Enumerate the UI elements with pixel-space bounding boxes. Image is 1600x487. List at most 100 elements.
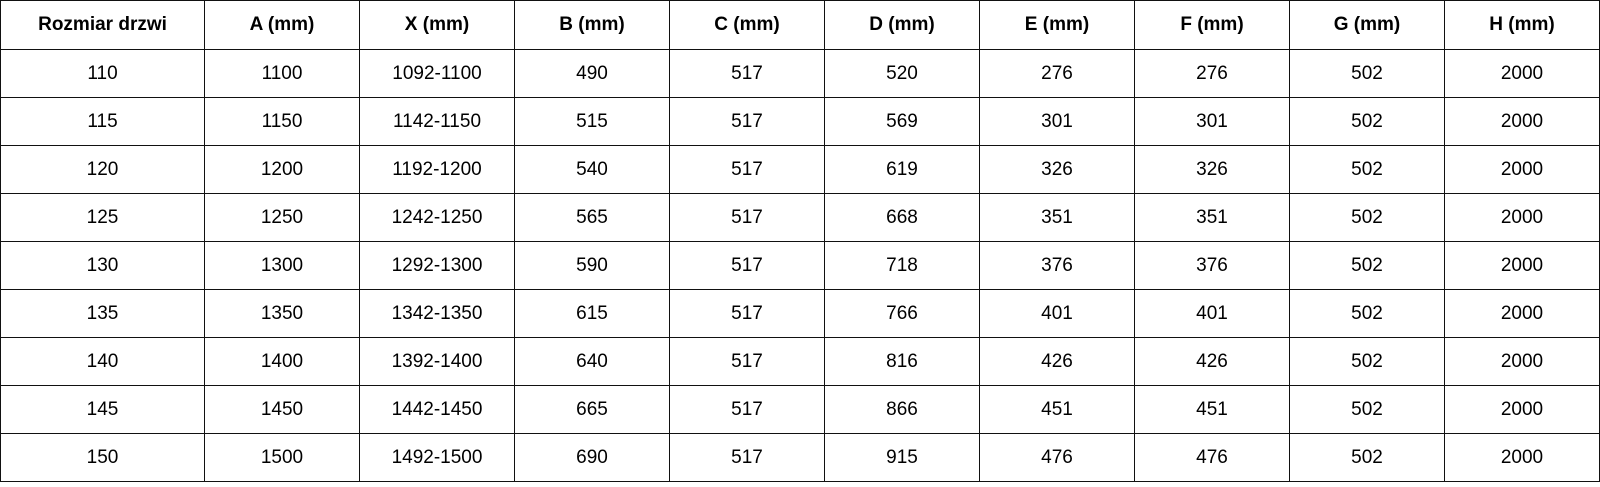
table-cell: 517 (669, 337, 825, 386)
table-cell: 276 (979, 49, 1135, 98)
table-cell: 2000 (1444, 433, 1600, 482)
table-cell: 120 (0, 145, 205, 194)
table-cell: 517 (669, 97, 825, 146)
column-header: H (mm) (1444, 0, 1600, 50)
column-header: D (mm) (824, 0, 980, 50)
column-header: Rozmiar drzwi (0, 0, 205, 50)
table-cell: 502 (1289, 241, 1445, 290)
table-cell: 517 (669, 145, 825, 194)
table-cell: 1400 (204, 337, 360, 386)
table-cell: 502 (1289, 289, 1445, 338)
table-cell: 1300 (204, 241, 360, 290)
column-header: F (mm) (1134, 0, 1290, 50)
table-cell: 766 (824, 289, 980, 338)
column-header: X (mm) (359, 0, 515, 50)
table-cell: 1392-1400 (359, 337, 515, 386)
table-cell: 115 (0, 97, 205, 146)
table-cell: 517 (669, 49, 825, 98)
column-header: G (mm) (1289, 0, 1445, 50)
table-cell: 1242-1250 (359, 193, 515, 242)
table-cell: 517 (669, 241, 825, 290)
table-cell: 502 (1289, 193, 1445, 242)
table-cell: 401 (979, 289, 1135, 338)
table-cell: 426 (1134, 337, 1290, 386)
table-row: 150 1500 1492-1500 690 517 915 476 476 502 2000 (0, 433, 1600, 482)
table-cell: 125 (0, 193, 205, 242)
table-cell: 150 (0, 433, 205, 482)
header-row: Rozmiar drzwi A (mm) X (mm) B (mm) C (mm) D (… (0, 0, 1600, 50)
table-cell: 690 (514, 433, 670, 482)
table-cell: 502 (1289, 433, 1445, 482)
column-header: E (mm) (979, 0, 1135, 50)
table-cell: 145 (0, 385, 205, 434)
table-cell: 1342-1350 (359, 289, 515, 338)
table-cell: 2000 (1444, 241, 1600, 290)
table-cell: 1192-1200 (359, 145, 515, 194)
table-row: 140 1400 1392-1400 640 517 816 426 426 502 2000 (0, 337, 1600, 386)
table-cell: 2000 (1444, 337, 1600, 386)
table-cell: 351 (1134, 193, 1290, 242)
table-cell: 376 (1134, 241, 1290, 290)
table-cell: 540 (514, 145, 670, 194)
table-cell: 2000 (1444, 193, 1600, 242)
table-cell: 517 (669, 193, 825, 242)
table-cell: 451 (1134, 385, 1290, 434)
table-cell: 1492-1500 (359, 433, 515, 482)
table-cell: 640 (514, 337, 670, 386)
table-cell: 130 (0, 241, 205, 290)
table-cell: 619 (824, 145, 980, 194)
table-cell: 1500 (204, 433, 360, 482)
table-cell: 140 (0, 337, 205, 386)
table-row: 145 1450 1442-1450 665 517 866 451 451 502 2000 (0, 385, 1600, 434)
table-row: 135 1350 1342-1350 615 517 766 401 401 502 2000 (0, 289, 1600, 338)
table-cell: 1150 (204, 97, 360, 146)
table-cell: 565 (514, 193, 670, 242)
table-cell: 517 (669, 433, 825, 482)
table-cell: 490 (514, 49, 670, 98)
column-header: C (mm) (669, 0, 825, 50)
table-cell: 2000 (1444, 145, 1600, 194)
table-cell: 110 (0, 49, 205, 98)
table-cell: 502 (1289, 97, 1445, 146)
table-cell: 1100 (204, 49, 360, 98)
table-cell: 915 (824, 433, 980, 482)
table-cell: 135 (0, 289, 205, 338)
table-cell: 401 (1134, 289, 1290, 338)
table-cell: 1250 (204, 193, 360, 242)
column-header: B (mm) (514, 0, 670, 50)
table-cell: 866 (824, 385, 980, 434)
table-cell: 376 (979, 241, 1135, 290)
table-cell: 1200 (204, 145, 360, 194)
table-cell: 1450 (204, 385, 360, 434)
table-cell: 1292-1300 (359, 241, 515, 290)
table-cell: 816 (824, 337, 980, 386)
table-cell: 718 (824, 241, 980, 290)
table-cell: 668 (824, 193, 980, 242)
table-cell: 1092-1100 (359, 49, 515, 98)
table-cell: 502 (1289, 337, 1445, 386)
table-cell: 326 (1134, 145, 1290, 194)
table-row: 120 1200 1192-1200 540 517 619 326 326 502 2000 (0, 145, 1600, 194)
table-cell: 517 (669, 289, 825, 338)
table-cell: 615 (514, 289, 670, 338)
table-cell: 502 (1289, 49, 1445, 98)
table-cell: 426 (979, 337, 1135, 386)
table-cell: 326 (979, 145, 1135, 194)
table-row: 115 1150 1142-1150 515 517 569 301 301 502 2000 (0, 97, 1600, 146)
table-cell: 2000 (1444, 97, 1600, 146)
table-cell: 520 (824, 49, 980, 98)
column-header: A (mm) (204, 0, 360, 50)
table-cell: 590 (514, 241, 670, 290)
table-cell: 2000 (1444, 289, 1600, 338)
table-cell: 276 (1134, 49, 1290, 98)
table-cell: 451 (979, 385, 1135, 434)
table-cell: 351 (979, 193, 1135, 242)
table-cell: 476 (979, 433, 1135, 482)
table-cell: 301 (979, 97, 1135, 146)
table-cell: 2000 (1444, 385, 1600, 434)
table-cell: 665 (514, 385, 670, 434)
table-row: 130 1300 1292-1300 590 517 718 376 376 502 2000 (0, 241, 1600, 290)
table-cell: 301 (1134, 97, 1290, 146)
table-row: 125 1250 1242-1250 565 517 668 351 351 502 2000 (0, 193, 1600, 242)
